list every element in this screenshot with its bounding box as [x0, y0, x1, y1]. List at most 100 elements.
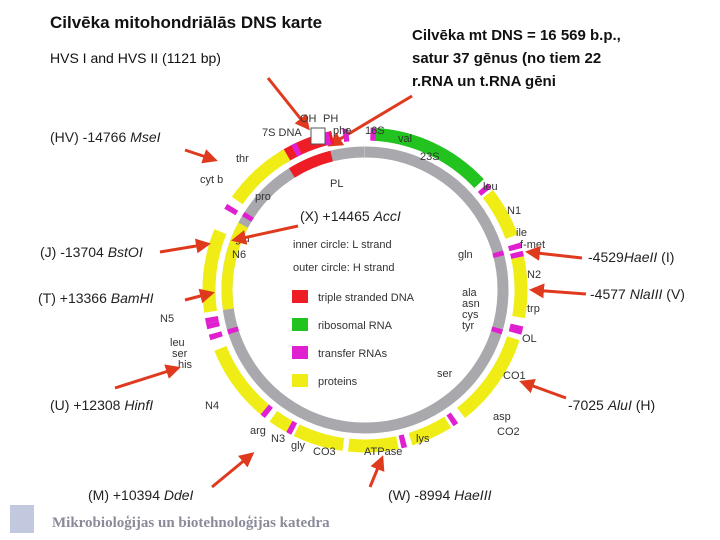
arrow	[519, 379, 567, 400]
gene-label: CO1	[503, 370, 526, 382]
site-position: (T) +13366	[38, 290, 111, 306]
legend-swatch	[292, 374, 308, 387]
ring-segment	[491, 326, 503, 335]
gene-label: trp	[527, 303, 540, 315]
gene-label: ATPase	[364, 446, 402, 458]
gene-label: PH	[323, 113, 338, 125]
ring-segment	[224, 203, 239, 216]
ring-segment	[227, 326, 239, 335]
ring-segment	[507, 242, 522, 252]
note-line: Cilvēka mt DNS = 16 569 b.p.,	[412, 27, 621, 44]
gene-label: N5	[160, 313, 174, 325]
ring-segment	[286, 420, 298, 435]
gene-label: lys	[416, 433, 430, 445]
gene-label: N3	[271, 433, 285, 445]
enzyme-name: DdeI	[164, 487, 194, 503]
gene-label: 23S	[420, 151, 440, 163]
strand-label: inner circle: L strand	[293, 239, 392, 251]
ring-segment	[241, 211, 254, 222]
enzyme-name: HaeII	[624, 249, 658, 265]
gene-label: phe	[333, 125, 351, 137]
ring-segment	[214, 345, 269, 415]
ring-segment	[206, 321, 220, 330]
site-position: (M) +10394	[88, 487, 164, 503]
site-label: (W) -8994 HaeIII	[388, 487, 492, 503]
gene-label: OL	[522, 333, 537, 345]
gene-label: CO3	[313, 446, 336, 458]
ring-segment	[508, 326, 523, 335]
site-label: (T) +13366 BamHI	[38, 290, 154, 306]
site-label: -4577 NlaIII (V)	[590, 286, 685, 302]
site-position: (HV) -14766	[50, 129, 130, 145]
gene-label: leu	[483, 181, 498, 193]
gene-label: 16S	[365, 125, 385, 137]
gene-label: gln	[458, 249, 473, 261]
ring-segment	[293, 424, 345, 451]
site-position: (J) -13704	[40, 244, 108, 260]
enzyme-name: BstOI	[108, 244, 143, 260]
site-position: (U) +12308	[50, 397, 124, 413]
gene-label: pro	[255, 191, 271, 203]
gene-label: OH	[300, 113, 317, 125]
arrow	[266, 77, 310, 131]
gene-label: f-met	[520, 239, 545, 251]
enzyme-name: AluI	[607, 397, 632, 413]
ring-segment	[208, 331, 223, 341]
note-line: satur 37 gēnus (no tiem 22	[412, 50, 601, 67]
legend-swatch	[292, 290, 308, 303]
gene-label: 7S DNA	[262, 127, 302, 139]
enzyme-name: NlaIII	[630, 286, 663, 302]
site-code: (V)	[662, 286, 685, 302]
ring-segment	[291, 142, 302, 157]
gene-label: tyr	[462, 320, 475, 332]
arrow	[184, 288, 215, 304]
legend-swatch	[292, 346, 308, 359]
gene-label: gly	[291, 440, 306, 452]
gene-label: N2	[527, 269, 541, 281]
site-position: -4577	[590, 286, 630, 302]
site-label: (X) +14465 AccI	[300, 208, 401, 224]
site-position: (W) -8994	[388, 487, 454, 503]
arrow	[525, 245, 583, 261]
ring-segment	[372, 127, 484, 189]
gene-label: arg	[250, 425, 266, 437]
strand-label: outer circle: H strand	[293, 262, 394, 274]
arrow	[184, 148, 218, 164]
gene-label: CO2	[497, 426, 520, 438]
site-code: (I)	[657, 249, 674, 265]
ring-segment	[342, 128, 350, 142]
enzyme-name: BamHI	[111, 290, 154, 306]
ring-segment	[202, 229, 227, 313]
site-label: -7025 AluI (H)	[568, 397, 655, 413]
legend-label: ribosomal RNA	[318, 320, 393, 332]
enzyme-name: HaeIII	[454, 487, 491, 503]
gene-label: val	[398, 133, 412, 145]
gene-label: asn	[462, 298, 480, 310]
gene-label: ser	[172, 348, 188, 360]
site-label: (J) -13704 BstOI	[40, 244, 143, 260]
arrow	[159, 238, 211, 254]
gene-label: leu	[170, 337, 185, 349]
arrow	[529, 283, 587, 299]
origin-box	[310, 127, 326, 145]
gene-label: his	[178, 359, 193, 371]
ring-segment	[446, 412, 459, 427]
ring-segment	[510, 250, 524, 259]
site-label: (HV) -14766 MseI	[50, 129, 161, 145]
arrow	[231, 224, 299, 245]
site-position: -4529	[588, 249, 624, 265]
ring-segment	[492, 250, 505, 258]
ring-segment	[288, 150, 334, 178]
enzyme-name: AccI	[373, 208, 401, 224]
site-position: (X) +14465	[300, 208, 374, 224]
enzyme-name: HinfI	[124, 397, 153, 413]
arrow	[368, 455, 385, 488]
ring-segment	[260, 404, 273, 419]
gene-label: N6	[232, 249, 246, 261]
note: Cilvēka mt DNS = 16 569 b.p., satur 37 g…	[412, 27, 621, 90]
ring-segment	[204, 315, 219, 324]
site-code: (H)	[632, 397, 655, 413]
gene-label: thr	[236, 153, 249, 165]
title: Cilvēka mitohondriālās DNS karte	[50, 13, 322, 32]
